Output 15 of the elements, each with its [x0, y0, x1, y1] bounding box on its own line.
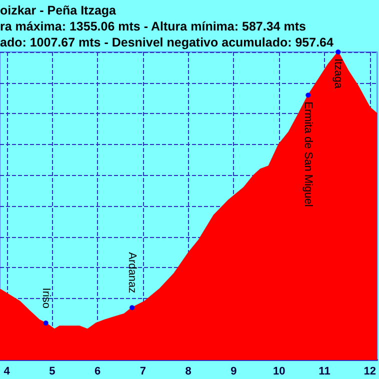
x-tick-label: 9	[230, 366, 237, 378]
x-tick-label: 12	[364, 366, 376, 378]
x-tick-label: 5	[49, 366, 56, 378]
x-tick-label: 11	[318, 366, 330, 378]
chart-subtitle: ra máxima: 1355.06 mts - Altura mínima: 587.34 mts ado: 1007.67 mts - Desnivel negativo acumulado: 957.64	[0, 20, 334, 50]
annotation: Iriso	[40, 288, 52, 309]
annotation: Ardanaz	[126, 252, 138, 294]
x-tick-label: 6	[94, 366, 101, 378]
x-tick-label: 8	[185, 366, 192, 378]
x-tick-label: 7	[140, 366, 146, 378]
annotation: Itzaga	[332, 58, 344, 90]
x-tick-label: 10	[272, 366, 286, 378]
annotation: Ermita de San Miguel	[302, 102, 314, 207]
chart-title: oizkar - Peña Itzaga	[0, 4, 118, 18]
x-tick-label: 4	[4, 366, 11, 378]
